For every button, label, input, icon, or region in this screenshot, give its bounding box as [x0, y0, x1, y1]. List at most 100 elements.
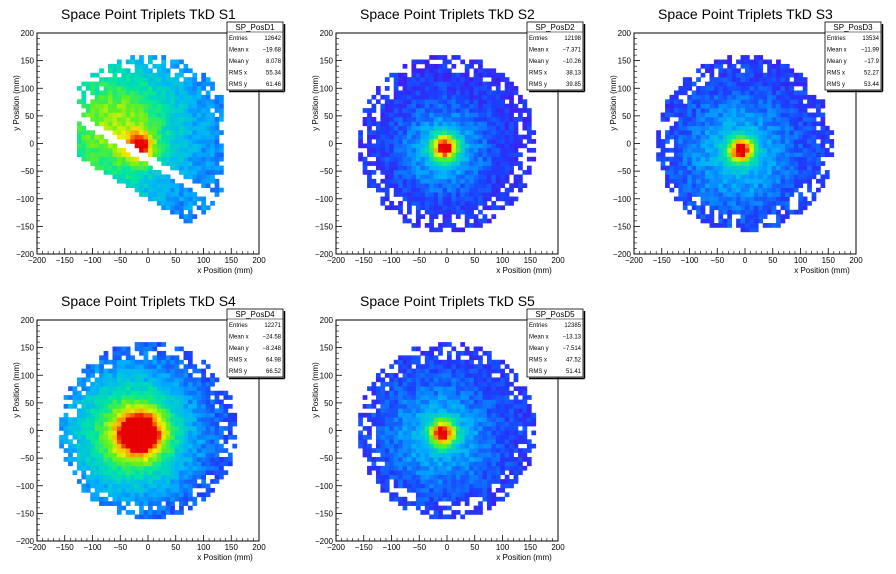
y-tick-label: −100 [16, 482, 35, 491]
heatmap-cell [469, 108, 474, 113]
heatmap-cell [108, 452, 113, 458]
heatmap-cell [187, 209, 193, 215]
heatmap-cell [362, 143, 368, 149]
heatmap-cell [500, 103, 506, 109]
heatmap-cell [148, 359, 153, 365]
heatmap-cell [130, 72, 135, 78]
heatmap-cell [713, 103, 719, 109]
heatmap-cell [411, 170, 417, 175]
x-axis-label: x Position (mm) [197, 553, 253, 562]
heatmap-cell [398, 457, 403, 462]
heatmap-cell [753, 112, 759, 118]
heatmap-cell [210, 421, 215, 427]
heatmap-cell [424, 90, 430, 96]
heatmap-cell [464, 147, 470, 153]
heatmap-cell [125, 134, 131, 140]
heatmap-cell [451, 134, 457, 140]
heatmap-cell [156, 390, 162, 396]
heatmap-cell [108, 170, 113, 175]
heatmap-cell [442, 72, 448, 78]
heatmap-cell [130, 121, 135, 127]
heatmap-cell [389, 439, 395, 445]
heatmap-cell [384, 161, 390, 166]
heatmap-cell [85, 103, 91, 109]
heatmap-cell [210, 200, 215, 206]
x-tick-label: 100 [197, 256, 211, 265]
heatmap-cell [802, 174, 808, 180]
heatmap-cell [762, 170, 768, 175]
heatmap-cell [393, 90, 399, 96]
heatmap-cell [393, 359, 399, 365]
heatmap-cell [798, 183, 804, 188]
heatmap-cell [758, 99, 764, 105]
heatmap-cell [740, 152, 746, 158]
heatmap-cell [130, 452, 135, 458]
heatmap-cell [745, 94, 750, 100]
heatmap-cell [718, 86, 724, 91]
heatmap-cell [201, 465, 207, 471]
heatmap-cell [713, 178, 719, 184]
heatmap-cell [174, 417, 180, 422]
heatmap-cell [749, 161, 755, 166]
heatmap-cell [205, 143, 211, 149]
heatmap-cells [59, 342, 238, 520]
heatmap-cell [130, 474, 135, 480]
heatmap-cell [451, 196, 457, 202]
heatmap-cell [669, 103, 675, 109]
heatmap-cell [139, 183, 144, 188]
heatmap-cell [789, 187, 795, 193]
heatmap-cell [811, 134, 817, 140]
heatmap-cell [148, 152, 153, 158]
heatmap-cell [771, 94, 777, 100]
heatmap-cell [196, 399, 202, 405]
heatmap-cell [130, 139, 135, 144]
heatmap-cell [63, 421, 69, 427]
heatmap-cell [455, 72, 461, 78]
heatmap-cell [121, 465, 127, 471]
heatmap-cell [660, 112, 666, 118]
heatmap-cell [139, 116, 144, 122]
heatmap-cell [442, 147, 448, 153]
heatmap-cell [442, 218, 448, 224]
heatmap-cell [156, 496, 162, 502]
heatmap-cell [762, 147, 768, 153]
heatmap-cell [415, 487, 421, 493]
heatmap-cell [362, 395, 368, 400]
heatmap-cell [112, 72, 118, 78]
heatmap-cell [727, 174, 732, 180]
heatmap-cell [165, 183, 171, 188]
heatmap-cell [798, 205, 804, 211]
heatmap-cell [745, 218, 750, 224]
heatmap-cell [393, 496, 399, 502]
heatmap-cell [59, 426, 64, 431]
heatmap-cell [486, 161, 492, 166]
heatmap-cell [362, 434, 368, 440]
heatmap-cell [156, 196, 162, 202]
heatmap-cell [673, 90, 679, 96]
heatmap-cell [393, 492, 399, 498]
heatmap-cell [678, 183, 684, 188]
heatmap-cell [776, 130, 781, 135]
heatmap-cell [210, 470, 215, 475]
heatmap-cell [398, 103, 403, 109]
heatmap-cell [420, 152, 426, 158]
heatmap-cell [780, 147, 786, 153]
heatmap-cell [700, 90, 706, 96]
heatmap-cell [758, 209, 764, 215]
heatmap-cell [116, 178, 122, 184]
heatmap-cell [482, 94, 488, 100]
heatmap-cell [143, 68, 149, 74]
heatmap-cell [125, 116, 131, 122]
heatmap-cell [424, 183, 430, 188]
heatmap-cell [784, 209, 790, 215]
heatmap-cell [174, 86, 180, 91]
heatmap-cell [669, 187, 675, 193]
heatmap-cell [526, 130, 532, 135]
heatmap-cell [433, 90, 439, 96]
heatmap-cell [415, 152, 421, 158]
heatmap-cell [398, 377, 403, 383]
heatmap-cell [112, 143, 118, 149]
heatmap-cell [232, 434, 238, 440]
heatmap-cell [767, 90, 772, 96]
heatmap-cell [718, 139, 724, 144]
